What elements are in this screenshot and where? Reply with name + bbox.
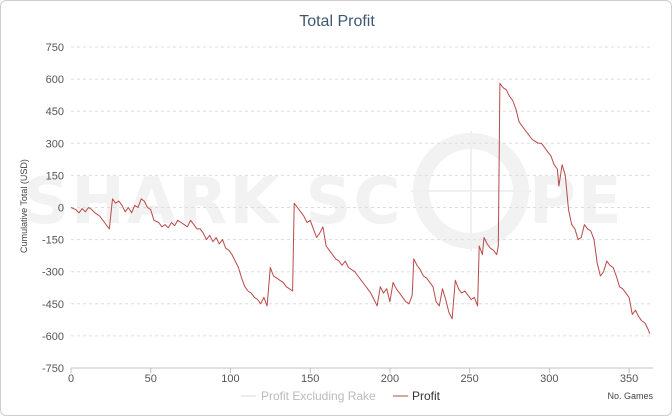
- x-axis-ticks: 0 50 100 150 200 250 300 350: [68, 368, 638, 385]
- y-tick-label: -600: [42, 331, 64, 343]
- y-axis-ticks: 750 600 450 300 150 0 -150 -300 -450 -600 -750: [42, 42, 64, 375]
- x-tick-label: 200: [381, 373, 399, 385]
- watermark-text: SHARK SC: [23, 165, 402, 239]
- series-line-profit: [70, 82, 651, 334]
- y-tick-label: -150: [42, 235, 64, 247]
- y-tick-label: 750: [46, 42, 64, 54]
- y-tick-label: 300: [46, 138, 64, 150]
- x-tick-label: 150: [301, 373, 319, 385]
- legend-item-profit-excluding-rake[interactable]: Profit Excluding Rake: [241, 389, 376, 403]
- y-tick-label: 600: [46, 74, 64, 86]
- x-tick-label: 100: [221, 373, 239, 385]
- x-tick-label: 350: [620, 373, 638, 385]
- legend: Profit Excluding Rake Profit: [241, 389, 441, 403]
- y-tick-label: -300: [42, 267, 64, 279]
- watermark-text-end: PE: [529, 165, 624, 239]
- series-group: [70, 82, 651, 334]
- y-tick-label: -450: [42, 299, 64, 311]
- legend-item-profit[interactable]: Profit: [393, 389, 441, 403]
- x-axis-title: No. Games: [607, 391, 653, 401]
- y-tick-label: 450: [46, 106, 64, 118]
- x-tick-label: 0: [68, 373, 74, 385]
- x-tick-label: 50: [145, 373, 157, 385]
- legend-label-profit: Profit: [412, 389, 441, 403]
- y-tick-label: 0: [58, 203, 64, 215]
- x-tick-label: 250: [460, 373, 478, 385]
- x-tick-label: 300: [540, 373, 558, 385]
- chart-title: Total Profit: [299, 13, 375, 30]
- watermark: SHARK SC PE: [23, 131, 624, 251]
- y-axis-title: Cumulative Total (USD): [19, 159, 29, 253]
- y-tick-label: 150: [46, 170, 64, 182]
- legend-label-profit-excluding-rake: Profit Excluding Rake: [261, 389, 376, 403]
- y-tick-label: -750: [42, 363, 64, 375]
